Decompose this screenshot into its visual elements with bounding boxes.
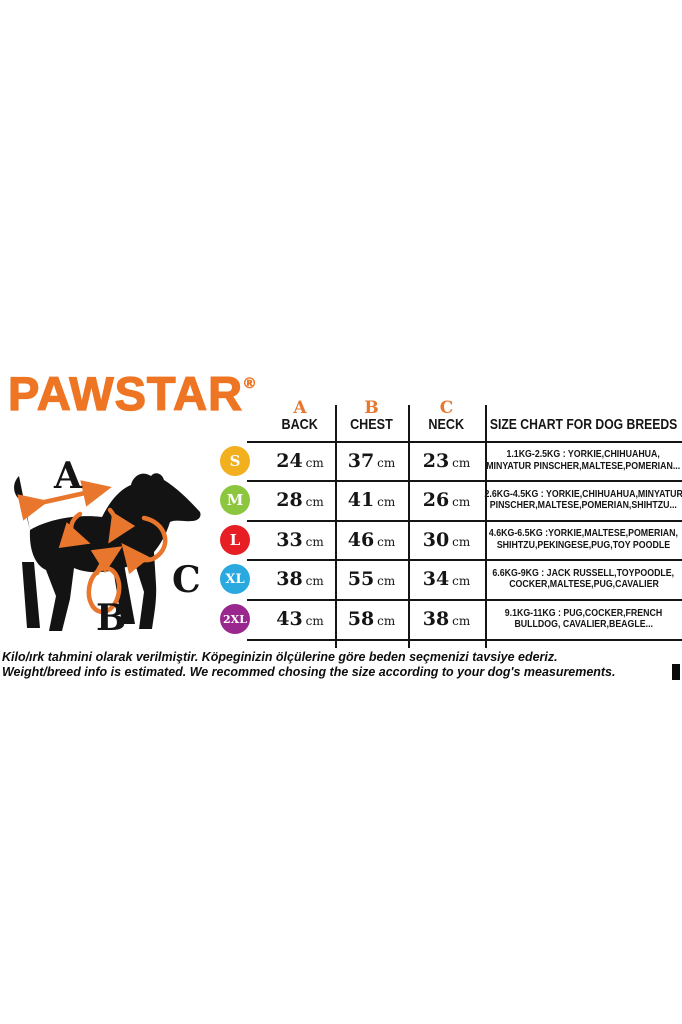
chest-value: 58 <box>347 608 375 630</box>
registered-trademark-icon: ® <box>244 375 257 393</box>
table-row-2xl: 2XL 43 cm 58 cm 38 cm 9.1KG-11KG : PUG,COCK… <box>205 599 682 639</box>
header-letter-a: A <box>293 398 307 418</box>
unit-label: cm <box>377 574 396 588</box>
neck-girth-arrow <box>121 515 168 575</box>
table-line-v3 <box>485 405 487 648</box>
breeds-text: 9.1KG-11KG : PUG,COCKER,FRENCH BULLDOG, C… <box>504 607 663 631</box>
unit-label: cm <box>305 455 324 470</box>
header-breeds: SIZE CHART FOR DOG BREEDS <box>485 393 682 439</box>
back-value: 33 <box>276 528 303 551</box>
table-line-h4 <box>247 559 682 561</box>
table-line-h5 <box>247 599 682 601</box>
size-badge-l: L <box>220 524 250 555</box>
neck-value: 23 <box>422 449 450 472</box>
table-row-l: L 33 cm 46 cm 30 cm 4.6KG-6.5KG :YORKIE,MAL… <box>205 520 682 559</box>
unit-label: cm <box>452 455 471 470</box>
table-row-xl: XL 38 cm 55 cm 34 cm 6.6KG-9KG : JACK RUSSE… <box>205 559 682 599</box>
table-line-v1 <box>335 405 337 648</box>
disclaimer: Kilo/ırk tahmini olarak verilmiştir. Köp… <box>2 649 682 679</box>
disclaimer-english: Weight/breed info is estimated. We recom… <box>2 663 616 679</box>
back-value: 38 <box>276 568 303 590</box>
size-badge-xl: XL <box>220 564 250 594</box>
harness-arrow <box>107 507 136 544</box>
back-value: 24 <box>276 449 303 472</box>
size-badge-m: M <box>220 485 250 515</box>
unit-label: cm <box>452 495 471 509</box>
header-letter-c: C <box>439 398 454 418</box>
neck-value: 34 <box>422 568 450 590</box>
unit-label: cm <box>377 455 396 470</box>
breeds-text: 4.6KG-6.5KG :YORKIE,MALTESE,POMERIAN, SHI… <box>488 528 679 551</box>
neck-value: 30 <box>422 528 450 551</box>
unit-label: cm <box>452 574 471 588</box>
breeds-text: 6.6KG-9KG : JACK RUSSELL,TOYPOODLE, COCKE… <box>492 567 675 591</box>
header-label-back: BACK <box>281 416 319 433</box>
unit-label: cm <box>452 534 471 549</box>
unit-label: cm <box>305 534 324 549</box>
back-value: 43 <box>276 608 303 630</box>
unit-label: cm <box>305 614 324 628</box>
unit-label: cm <box>305 495 324 509</box>
table-line-h1 <box>247 441 682 443</box>
header-neck: C NECK <box>408 393 485 439</box>
size-badge-label: L <box>229 530 241 549</box>
shoulder-arrow <box>58 511 91 548</box>
size-badge-label: XL <box>225 571 245 587</box>
disclaimer-turkish: Kilo/ırk tahmini olarak verilmiştir. Köp… <box>2 649 558 664</box>
back-value: 28 <box>276 489 303 511</box>
diagram-label-c: C <box>172 559 201 601</box>
neck-value: 38 <box>422 608 450 630</box>
header-back: A BACK <box>265 393 335 439</box>
edge-artifact-mark <box>672 664 680 680</box>
breeds-text: 2.6KG-4.5KG : YORKIE,CHIHUAHUA,MINYATUR P… <box>484 488 682 512</box>
unit-label: cm <box>377 534 396 549</box>
breeds-header-title: SIZE CHART FOR DOG BREEDS <box>489 417 678 433</box>
chest-value: 41 <box>347 489 375 511</box>
unit-label: cm <box>452 614 471 628</box>
chest-girth-arrow <box>90 546 123 576</box>
header-label-chest: CHEST <box>350 416 393 433</box>
header-badge-spacer <box>205 393 265 439</box>
table-header-row: A BACK B CHEST C NECK SIZE CHART FOR DOG… <box>205 393 682 439</box>
dog-measurement-diagram: A B C <box>14 455 201 638</box>
chest-value: 55 <box>347 568 375 590</box>
size-badge-label: 2XL <box>223 612 247 626</box>
table-line-v2 <box>408 405 410 648</box>
brand-logo: PAWSTAR® <box>7 366 257 421</box>
breeds-text: 1.1KG-2.5KG : YORKIE,CHIHUAHUA, MINYATUR … <box>486 449 681 472</box>
diagram-label-b: B <box>96 597 126 638</box>
size-badge-label: M <box>226 491 244 509</box>
brand-logo-text: PAWSTAR <box>7 366 244 420</box>
header-letter-b: B <box>364 398 379 418</box>
chest-value: 46 <box>347 528 375 551</box>
unit-label: cm <box>377 614 396 628</box>
diagram-label-a: A <box>53 455 83 497</box>
back-length-arrow <box>17 480 112 521</box>
table-line-h6 <box>247 639 682 641</box>
table-row-s: S 24 cm 37 cm 23 cm 1.1KG-2.5KG : YORKIE,CH… <box>205 441 682 480</box>
table-line-h3 <box>247 520 682 522</box>
unit-label: cm <box>377 495 396 509</box>
header-chest: B CHEST <box>335 393 408 439</box>
size-badge-s: S <box>220 445 250 476</box>
header-label-neck: NECK <box>428 416 465 433</box>
size-badge-2xl: 2XL <box>220 604 250 634</box>
table-line-h2 <box>247 480 682 482</box>
table-row-m: M 28 cm 41 cm 26 cm 2.6KG-4.5KG : YORKIE,CH… <box>205 480 682 520</box>
unit-label: cm <box>305 574 324 588</box>
size-badge-label: S <box>229 451 241 470</box>
measurement-arrows <box>17 480 168 615</box>
neck-value: 26 <box>422 489 450 511</box>
chest-value: 37 <box>347 449 375 472</box>
